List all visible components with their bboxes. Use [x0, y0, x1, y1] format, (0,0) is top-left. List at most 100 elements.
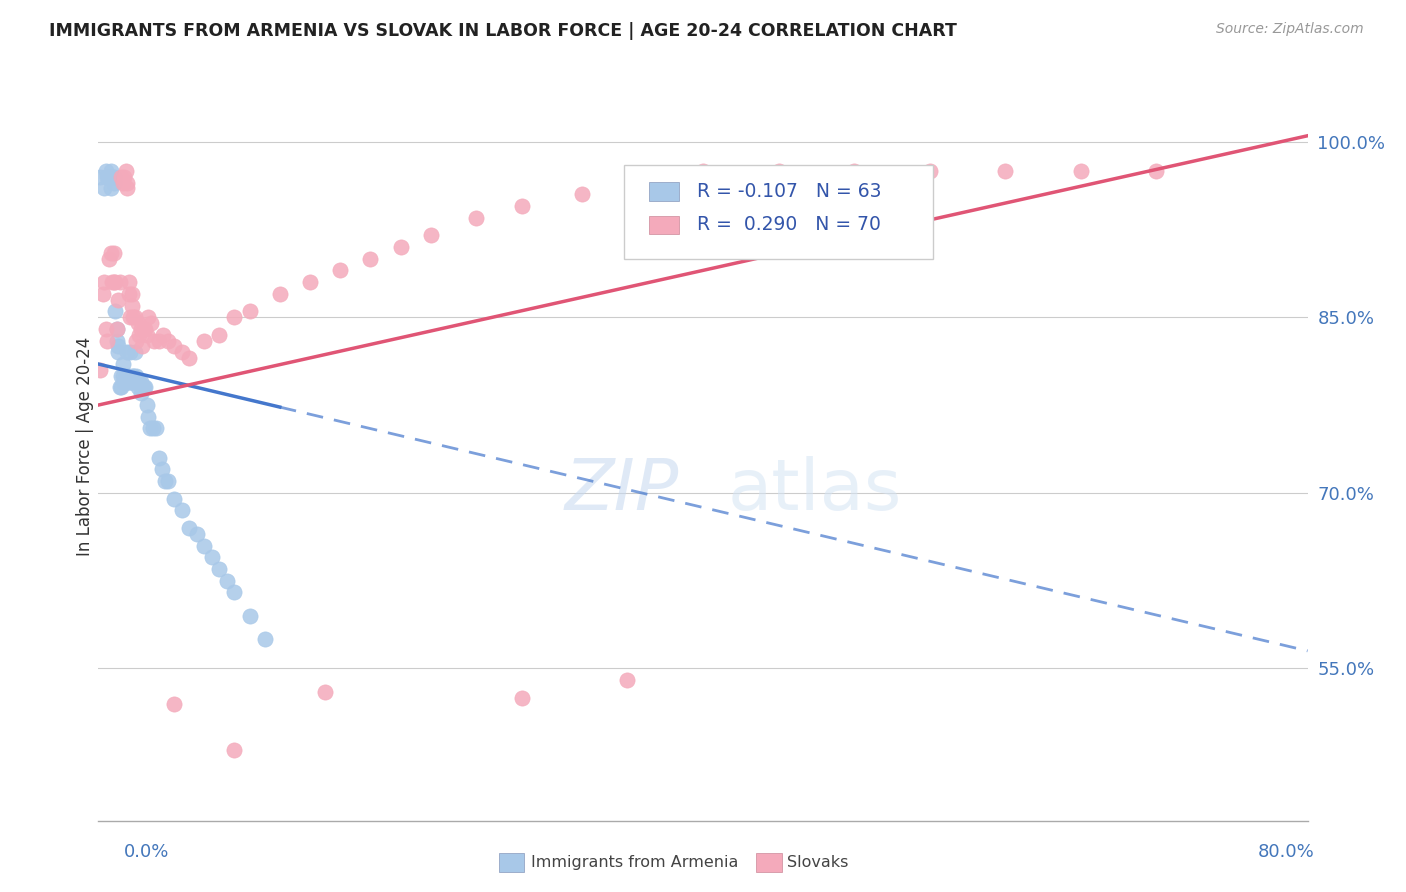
Point: [124, 345, 146, 359]
Point: [571, 187, 593, 202]
Point: [186, 526, 208, 541]
Point: [121, 299, 143, 313]
Point: [145, 421, 167, 435]
Point: [108, 380, 131, 394]
Point: [122, 310, 145, 325]
Point: [135, 327, 157, 342]
Point: [148, 450, 170, 465]
Text: 0.0%: 0.0%: [124, 843, 169, 861]
Point: [115, 375, 138, 389]
Point: [163, 491, 186, 506]
Point: [125, 334, 148, 348]
Point: [100, 164, 122, 178]
Point: [105, 334, 128, 348]
Point: [112, 375, 135, 389]
Point: [118, 375, 141, 389]
Point: [360, 252, 382, 266]
Point: [101, 169, 124, 184]
Point: [120, 375, 142, 389]
Point: [692, 164, 714, 178]
Point: [141, 316, 163, 330]
Point: [105, 322, 128, 336]
Point: [110, 380, 132, 394]
Point: [127, 316, 149, 330]
Point: [918, 164, 941, 178]
Point: [129, 322, 152, 336]
Point: [114, 164, 136, 178]
Point: [170, 503, 193, 517]
Point: [110, 368, 132, 383]
Text: ZIP: ZIP: [564, 457, 679, 525]
Point: [224, 743, 246, 757]
Point: [1070, 164, 1092, 178]
Text: Slovaks: Slovaks: [787, 855, 849, 870]
Point: [103, 176, 125, 190]
Point: [120, 310, 142, 325]
Text: R =  0.290   N = 70: R = 0.290 N = 70: [697, 216, 880, 235]
Point: [389, 240, 412, 254]
Point: [152, 327, 174, 342]
Point: [134, 322, 156, 336]
Point: [163, 339, 186, 353]
Point: [156, 334, 179, 348]
Point: [156, 474, 179, 488]
Point: [616, 673, 638, 688]
Point: [128, 327, 150, 342]
Point: [132, 380, 155, 394]
Point: [111, 176, 134, 190]
Point: [89, 169, 111, 184]
Point: [105, 322, 128, 336]
Point: [94, 164, 117, 178]
Point: [631, 176, 654, 190]
Point: [844, 164, 866, 178]
Point: [101, 275, 124, 289]
Point: [215, 574, 238, 588]
Point: [201, 550, 224, 565]
Point: [96, 334, 118, 348]
Point: [314, 685, 336, 699]
Point: [103, 275, 125, 289]
Point: [122, 368, 145, 383]
Text: 80.0%: 80.0%: [1258, 843, 1315, 861]
Point: [124, 310, 146, 325]
Point: [107, 339, 129, 353]
Point: [104, 304, 127, 318]
Point: [118, 368, 141, 383]
Point: [127, 380, 149, 394]
Point: [136, 310, 159, 325]
Point: [179, 521, 201, 535]
Point: [115, 345, 138, 359]
Point: [510, 199, 533, 213]
Point: [121, 375, 143, 389]
Text: Immigrants from Armenia: Immigrants from Armenia: [531, 855, 738, 870]
Point: [93, 275, 115, 289]
Point: [108, 275, 131, 289]
Point: [465, 211, 488, 225]
Point: [131, 380, 153, 394]
Point: [224, 585, 246, 599]
Point: [125, 368, 148, 383]
Point: [131, 339, 153, 353]
Point: [143, 334, 166, 348]
Point: [100, 245, 122, 260]
Point: [98, 252, 121, 266]
Point: [136, 409, 159, 424]
Point: [179, 351, 201, 366]
FancyBboxPatch shape: [624, 165, 932, 259]
Point: [128, 375, 150, 389]
Point: [96, 169, 118, 184]
Point: [107, 293, 129, 307]
Point: [114, 375, 136, 389]
Point: [135, 398, 157, 412]
Point: [111, 368, 134, 383]
Point: [121, 286, 143, 301]
Point: [253, 632, 276, 647]
Point: [768, 164, 790, 178]
Point: [208, 327, 231, 342]
Point: [208, 562, 231, 576]
Text: R = -0.107   N = 63: R = -0.107 N = 63: [697, 182, 882, 201]
Y-axis label: In Labor Force | Age 20-24: In Labor Force | Age 20-24: [76, 336, 94, 556]
Point: [94, 322, 117, 336]
Point: [153, 474, 176, 488]
Point: [132, 322, 155, 336]
